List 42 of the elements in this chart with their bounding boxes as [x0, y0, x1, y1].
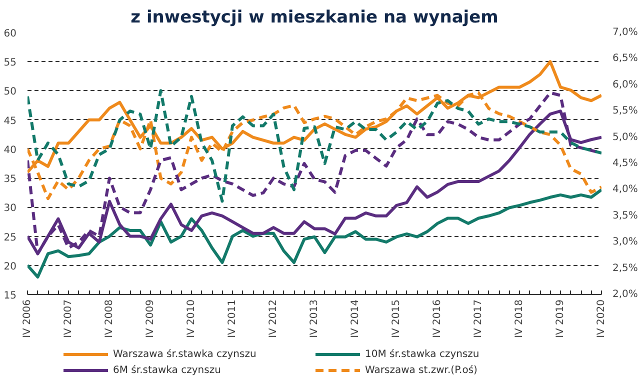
y2-tick-label: 3,5% [612, 210, 638, 222]
y-tick-label: 20 [4, 261, 17, 272]
legend-label: Warszawa st.zwr.(P.oś) [365, 364, 478, 377]
y2-tick-label: 5,5% [612, 106, 638, 117]
line-series [28, 188, 602, 279]
x-tick-label: IV 2018 [514, 299, 525, 338]
x-tick-label: IV 2020 [596, 299, 607, 338]
x-tick-label: IV 2010 [186, 299, 197, 338]
y-tick-label: 45 [4, 116, 17, 127]
y2-tick-label: 7,0% [612, 27, 638, 38]
legend-label: 6M śr.stawka czynszu [113, 364, 222, 377]
x-tick-label: IV 2007 [63, 299, 74, 338]
x-tick-label: IV 2006 [22, 299, 33, 338]
x-tick-label: IV 2011 [227, 299, 238, 338]
legend-label: Warszawa śr.stawka czynszu [113, 348, 258, 361]
y-tick-label: 30 [4, 203, 17, 214]
x-tick-label: IV 2014 [350, 299, 361, 338]
x-tick-label: IV 2017 [473, 299, 484, 338]
x-tick-label: IV 2008 [104, 299, 115, 338]
y2-tick-label: 6,0% [612, 79, 638, 90]
y-tick-label: 25 [4, 232, 17, 244]
x-tick-label: IV 2019 [555, 299, 566, 338]
y-tick-label: 40 [4, 144, 17, 156]
legend-label: 10M śr.stawka czynszu [365, 348, 480, 361]
y-tick-label: 15 [4, 290, 17, 302]
y2-tick-label: 3,0% [612, 236, 638, 248]
x-tick-label: IV 2015 [391, 299, 402, 338]
x-tick-label: IV 2009 [145, 299, 156, 338]
y-tick-label: 60 [4, 28, 17, 40]
y2-tick-label: 5,0% [612, 132, 638, 143]
y-tick-label: 55 [4, 58, 17, 69]
x-tick-label: IV 2012 [268, 299, 279, 338]
y2-tick-label: 2,5% [612, 262, 638, 274]
y-tick-label: 50 [4, 86, 17, 98]
x-tick-label: IV 2013 [309, 299, 320, 338]
y2-tick-label: 4,0% [612, 184, 638, 196]
y-tick-label: 35 [4, 174, 17, 186]
y2-tick-label: 2,0% [612, 289, 638, 300]
chart-title: z inwestycji w mieszkanie na wynajem [130, 8, 498, 28]
y2-tick-label: 6,5% [612, 53, 638, 64]
y2-tick-label: 4,5% [612, 158, 638, 169]
x-tick-label: IV 2016 [432, 299, 443, 338]
